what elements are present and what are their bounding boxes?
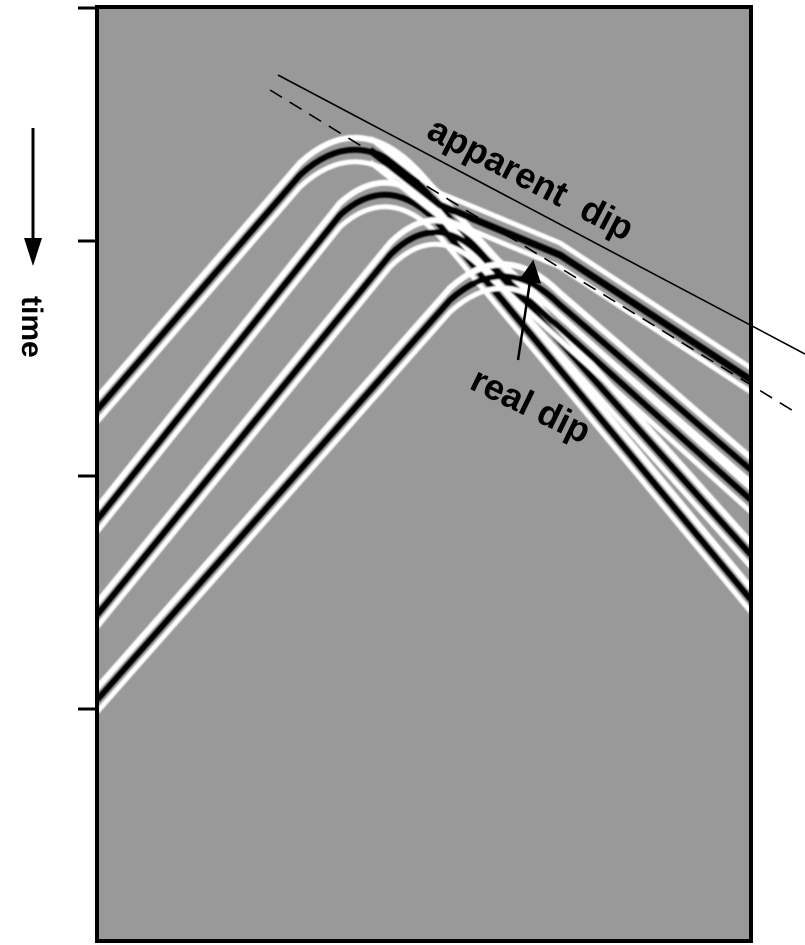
seismic-panel [97,7,751,941]
arrow-down-icon [24,128,42,266]
event-3 [97,217,751,629]
panel-frame [95,5,753,943]
event-4 [97,261,751,714]
apparent-dip-line [277,74,805,355]
diffraction-events [97,134,751,714]
time-axis-ticks [78,6,97,711]
real-dip-line [269,89,796,413]
real-dip-pointer [516,259,542,361]
time-axis-label: time [15,296,48,358]
apparent-dip-event [367,136,751,395]
